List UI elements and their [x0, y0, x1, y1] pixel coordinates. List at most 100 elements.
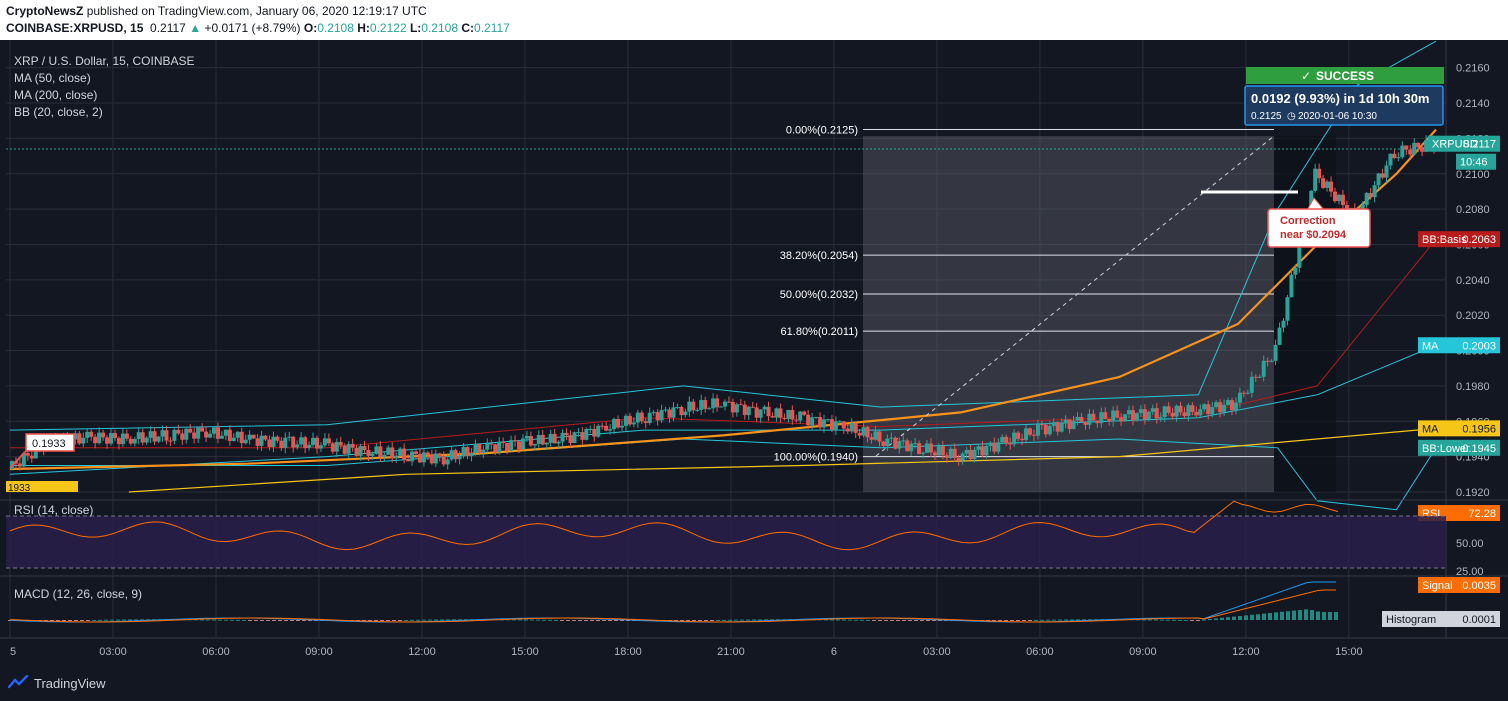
candle-body [738, 404, 743, 406]
macd-histogram-bar [194, 619, 198, 621]
chart-header: CryptoNewsZ published on TradingView.com… [0, 0, 1508, 40]
macd-histogram-bar [104, 619, 108, 621]
macd-histogram-bar [584, 620, 588, 621]
macd-histogram-bar [1304, 609, 1308, 620]
candle-body [996, 442, 1001, 452]
macd-histogram-bar [68, 620, 72, 621]
candle-body [318, 445, 323, 449]
candle-body [952, 448, 957, 458]
candle-body [410, 451, 415, 462]
macd-histogram-bar [56, 620, 60, 621]
ma200-line [128, 427, 1437, 493]
candle-body [687, 401, 692, 412]
macd-histogram-bar [1202, 619, 1206, 621]
series-value-badge [1418, 577, 1500, 593]
price-tick-label: 0.1920 [1456, 487, 1490, 499]
candle-body [33, 445, 38, 459]
start-marker-box[interactable] [25, 433, 75, 452]
price-chart[interactable]: 0.00%(0.2125) 38.20%(0.2054) 50.00%(0.2032… [0, 40, 1508, 661]
candle-body [322, 438, 327, 446]
macd-histogram-bar [1280, 611, 1284, 620]
macd-histogram-bar [1052, 619, 1056, 621]
macd-histogram-bar [1148, 619, 1152, 621]
macd-histogram-bar [218, 619, 222, 621]
move-detail-price: 0.2125 [1251, 111, 1282, 122]
candle-body [501, 441, 506, 443]
candle-body [647, 412, 652, 424]
macd-histogram-bar [1142, 619, 1146, 621]
macd-legend[interactable]: MACD (12, 26, close, 9) [14, 587, 142, 601]
candle-body [940, 446, 945, 456]
candle-body [366, 449, 371, 456]
candle-body [362, 446, 367, 450]
macd-histogram-bar [1178, 619, 1182, 621]
candle-body [1150, 408, 1155, 412]
macd-histogram-bar [1034, 619, 1038, 621]
candle-body [1146, 411, 1151, 420]
macd-histogram-bar [1040, 619, 1044, 621]
candle-body [1024, 428, 1029, 441]
price-axis[interactable]: 0.21600.21400.21200.21000.20800.20600.20… [1382, 63, 1500, 627]
candle-body [314, 437, 319, 449]
time-tick-label: 15:00 [1335, 646, 1363, 658]
publish-line: CryptoNewsZ published on TradingView.com… [6, 4, 427, 18]
series-value-badge [1418, 231, 1500, 248]
macd-histogram-bar [446, 619, 450, 621]
price-tick-label: 0.2160 [1456, 63, 1490, 75]
candle-body [822, 419, 827, 428]
candle-body [580, 432, 585, 440]
tradingview-logo-icon[interactable] [8, 675, 30, 689]
candle-body [17, 463, 22, 467]
candle-body [1400, 145, 1405, 158]
author-name[interactable]: CryptoNewsZ [6, 4, 84, 18]
success-badge [1246, 67, 1444, 84]
candle-body [1249, 376, 1254, 393]
time-tick-label: 18:00 [614, 646, 642, 658]
bb-legend[interactable]: BB (20, close, 2) [14, 105, 103, 119]
macd-histogram-bar [602, 620, 606, 621]
correction-callout[interactable] [1267, 208, 1371, 248]
candle-body [1138, 409, 1143, 414]
candle-body [806, 414, 811, 426]
macd-histogram-bar [458, 619, 462, 621]
ma200-legend[interactable]: MA (200, close) [14, 88, 97, 102]
macd-histogram-bar [1070, 619, 1074, 621]
candle-body [829, 419, 834, 430]
candle-body [913, 443, 918, 445]
candle-body [1317, 168, 1322, 179]
candle-body [188, 428, 193, 433]
macd-histogram-bar [518, 619, 522, 621]
time-tick-label: 06:00 [202, 646, 230, 658]
macd-histogram-bar [926, 620, 930, 621]
rsi-legend[interactable]: RSI (14, close) [14, 503, 93, 517]
start-axis-value: 1933 [8, 483, 31, 494]
candle-body [251, 434, 256, 439]
candle-body [984, 446, 989, 456]
candle-body [1241, 392, 1246, 394]
move-info-box[interactable] [1244, 85, 1444, 126]
time-axis[interactable]: 5 03:00 06:00 09:00 12:00 15:00 18:00 21:00 6 03:… [10, 646, 1363, 658]
macd-histogram-bar [908, 620, 912, 621]
candle-body [1071, 420, 1076, 430]
candle-body [1020, 438, 1025, 441]
candle-body [1130, 410, 1135, 421]
candle-body [231, 437, 236, 441]
candle-body [917, 443, 922, 454]
correction-line1: Correction [1280, 215, 1336, 227]
countdown-label: 10:46 [1460, 157, 1488, 169]
tradingview-brand[interactable]: TradingView [34, 676, 106, 691]
ma50-legend[interactable]: MA (50, close) [14, 71, 91, 85]
candle-body [271, 436, 276, 447]
fib-extension-zone [1274, 136, 1336, 492]
macd-histogram-bar [392, 620, 396, 621]
candle-body [719, 406, 724, 408]
fib-retracement-zone[interactable] [863, 136, 1274, 492]
candle-body [841, 421, 846, 429]
candle-body [1368, 192, 1373, 198]
candle-body [564, 432, 569, 436]
chart-area[interactable]: 0.00%(0.2125) 38.20%(0.2054) 50.00%(0.2032… [0, 40, 1508, 661]
candle-body [168, 440, 173, 442]
series-badge-label: XRPUSD [1432, 139, 1478, 151]
macd-histogram-bar [920, 620, 924, 621]
macd-histogram-bar [548, 619, 552, 621]
